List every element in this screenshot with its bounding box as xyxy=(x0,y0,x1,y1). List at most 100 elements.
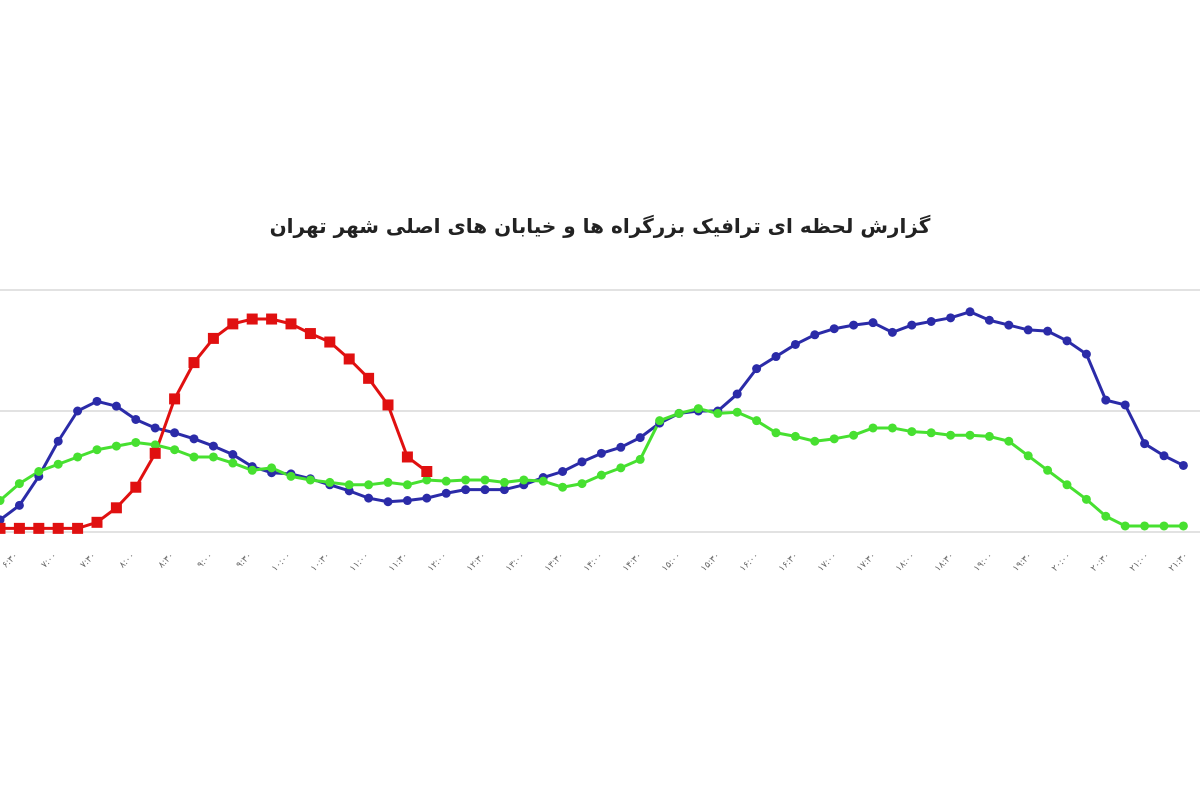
data-point xyxy=(887,327,897,337)
data-point xyxy=(402,496,412,506)
x-tick-label: ۱۶:۳۰ xyxy=(777,551,800,574)
data-point xyxy=(1004,436,1014,446)
data-point xyxy=(1043,465,1053,475)
x-tick-label: ۱۶:۰۰ xyxy=(738,551,761,574)
data-point xyxy=(790,339,800,349)
data-point xyxy=(771,352,781,362)
data-point xyxy=(1081,349,1091,359)
data-point xyxy=(1159,521,1169,531)
data-point xyxy=(1004,320,1014,330)
data-point xyxy=(1120,521,1130,531)
data-point xyxy=(577,457,587,467)
data-point xyxy=(14,479,24,489)
x-tick-label: ۱۳:۳۰ xyxy=(543,551,566,574)
data-point xyxy=(616,463,626,473)
data-point xyxy=(73,406,83,416)
data-point xyxy=(305,475,315,485)
x-tick-label: ۱۹:۳۰ xyxy=(1011,551,1034,574)
data-point xyxy=(946,430,956,440)
data-point xyxy=(538,476,548,486)
x-tick-label: ۱۵:۰۰ xyxy=(660,551,683,574)
data-point xyxy=(461,475,471,485)
data-point-square xyxy=(343,353,355,365)
data-point xyxy=(655,416,665,426)
data-point xyxy=(228,458,238,468)
data-point-square xyxy=(421,466,433,477)
data-point xyxy=(596,470,606,480)
x-tick-label: ۲۱:۳۰ xyxy=(1167,551,1190,574)
data-point xyxy=(1081,494,1091,504)
data-point xyxy=(480,485,490,495)
data-point xyxy=(1140,439,1150,449)
data-point xyxy=(344,480,354,490)
data-point xyxy=(267,463,277,473)
data-point xyxy=(131,414,141,424)
x-tick-label: ۱۲:۰۰ xyxy=(426,551,449,574)
data-point xyxy=(499,477,509,487)
data-point xyxy=(1140,521,1150,531)
data-point-square xyxy=(13,522,25,534)
x-tick-label: ۱۳:۰۰ xyxy=(504,551,527,574)
data-point xyxy=(150,440,160,450)
x-tick-label: ۱۱:۰۰ xyxy=(348,551,371,574)
data-point-square xyxy=(285,318,297,330)
data-point xyxy=(480,475,490,485)
data-point xyxy=(1043,326,1053,336)
series-markers xyxy=(0,307,1188,534)
data-point-square xyxy=(33,522,45,534)
data-point xyxy=(926,428,936,438)
x-tick-label: ۲۰:۰۰ xyxy=(1050,551,1073,574)
data-point xyxy=(907,320,917,330)
data-point-square xyxy=(246,313,258,325)
data-point xyxy=(189,452,199,462)
x-tick-label: ۱۲:۳۰ xyxy=(465,551,488,574)
data-point-square xyxy=(324,336,336,348)
x-tick-label: ۱۱:۳۰ xyxy=(387,551,410,574)
data-point xyxy=(596,448,606,458)
x-tick-label: ۹:۰۰ xyxy=(196,551,215,570)
data-point xyxy=(0,496,5,506)
data-point-square xyxy=(363,372,375,384)
data-point xyxy=(208,452,218,462)
data-point xyxy=(732,389,742,399)
x-tick-label: ۱۰:۰۰ xyxy=(270,551,293,574)
data-point xyxy=(1062,480,1072,490)
data-point xyxy=(790,431,800,441)
data-point xyxy=(325,477,335,487)
data-point-square xyxy=(304,328,316,340)
data-point-square xyxy=(227,318,239,330)
data-point-square xyxy=(0,522,6,534)
data-point xyxy=(364,480,374,490)
data-point xyxy=(868,423,878,433)
data-point xyxy=(402,480,412,490)
data-point xyxy=(170,445,180,455)
data-point xyxy=(829,324,839,334)
data-point xyxy=(53,436,63,446)
x-tick-label: ۹:۳۰ xyxy=(235,551,254,570)
data-point xyxy=(208,441,218,451)
x-tick-label: ۶:۳۰ xyxy=(1,551,20,570)
gridlines xyxy=(0,289,1200,533)
data-point xyxy=(53,459,63,469)
x-tick-label: ۱۸:۰۰ xyxy=(894,551,917,574)
data-point xyxy=(150,423,160,433)
data-point xyxy=(73,452,83,462)
data-point xyxy=(558,467,568,476)
data-point xyxy=(1101,395,1111,405)
x-tick-label: ۸:۳۰ xyxy=(157,551,176,570)
data-point xyxy=(247,465,257,475)
data-point xyxy=(0,515,5,525)
x-axis-tick-labels: ۶:۳۰ ۷:۰۰ ۷:۳۰ ۸:۰۰ ۸:۳۰ ۹:۰۰ ۹:۳۰ ۱۰:۰۰ ۱۰:۳۰ ۱۱… xyxy=(1,551,1190,574)
data-point xyxy=(1120,400,1130,410)
data-point xyxy=(810,436,820,446)
data-point xyxy=(829,434,839,444)
data-point xyxy=(849,430,859,440)
data-point xyxy=(364,493,374,503)
data-point xyxy=(383,497,393,507)
chart-title: گزارش لحظه ای ترافیک بزرگراه ها و خیابان… xyxy=(269,214,931,238)
x-tick-label: ۱۹:۰۰ xyxy=(972,551,995,574)
data-point xyxy=(1062,336,1072,346)
data-point xyxy=(713,408,723,418)
data-point-square xyxy=(382,399,394,411)
data-point xyxy=(461,485,471,495)
